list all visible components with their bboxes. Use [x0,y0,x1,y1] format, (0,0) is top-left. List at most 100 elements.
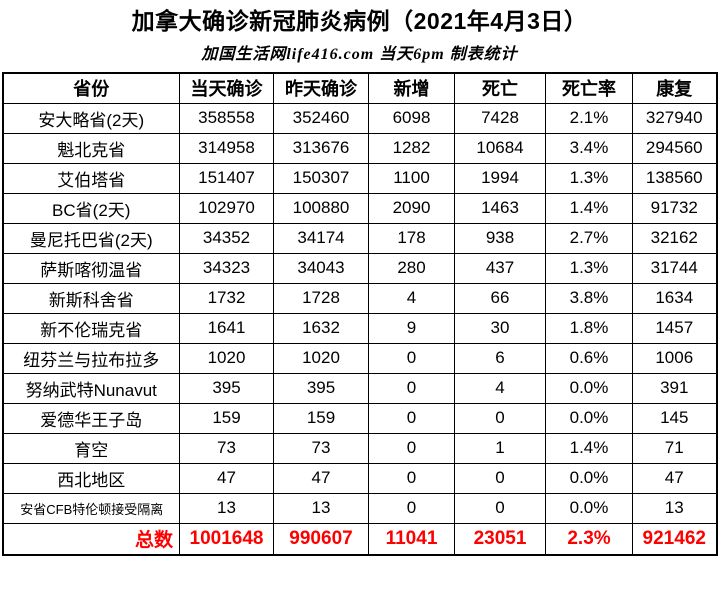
cell-death-rate: 0.0% [545,492,633,524]
cell-province: 新斯科舍省 [2,282,180,314]
cell-deaths: 1463 [454,192,546,224]
table-row: 魁北克省 314958 313676 1282 10684 3.4% 294560 [2,132,717,164]
total-yesterday-confirmed: 990607 [273,522,369,556]
cell-recovered: 47 [632,462,717,494]
cell-recovered: 294560 [632,132,717,164]
total-label: 总数 [2,522,180,556]
cell-today-confirmed: 1020 [179,342,274,374]
col-header-deaths: 死亡 [454,72,546,104]
col-header-death-rate: 死亡率 [545,72,633,104]
cell-yesterday-confirmed: 395 [273,372,369,404]
cell-new-cases: 0 [368,432,455,464]
cell-recovered: 1457 [632,312,717,344]
cell-province: 西北地区 [2,462,180,494]
cell-deaths: 6 [454,342,546,374]
cell-yesterday-confirmed: 1020 [273,342,369,374]
table-row: 新不伦瑞克省 1641 1632 9 30 1.8% 1457 [2,312,717,344]
cell-today-confirmed: 13 [179,492,274,524]
cell-yesterday-confirmed: 100880 [273,192,369,224]
col-header-recovered: 康复 [632,72,717,104]
cell-death-rate: 0.0% [545,402,633,434]
cell-today-confirmed: 1732 [179,282,274,314]
col-header-province: 省份 [2,72,180,104]
col-header-today-confirmed: 当天确诊 [179,72,274,104]
total-death-rate: 2.3% [545,522,633,556]
cell-new-cases: 0 [368,342,455,374]
cell-deaths: 0 [454,402,546,434]
cell-new-cases: 4 [368,282,455,314]
cell-death-rate: 1.3% [545,162,633,194]
cell-deaths: 0 [454,492,546,524]
cell-today-confirmed: 73 [179,432,274,464]
table-row: 纽芬兰与拉布拉多 1020 1020 0 6 0.6% 1006 [2,342,717,374]
cell-province: 育空 [2,432,180,464]
cell-recovered: 1634 [632,282,717,314]
header-row: 省份 当天确诊 昨天确诊 新增 死亡 死亡率 康复 [2,72,717,104]
cell-new-cases: 0 [368,492,455,524]
cell-new-cases: 1100 [368,162,455,194]
cell-deaths: 30 [454,312,546,344]
table-row: 努纳武特Nunavut 395 395 0 4 0.0% 391 [2,372,717,404]
total-recovered: 921462 [632,522,717,556]
cell-yesterday-confirmed: 150307 [273,162,369,194]
cell-yesterday-confirmed: 352460 [273,102,369,134]
cell-death-rate: 1.4% [545,192,633,224]
cell-today-confirmed: 151407 [179,162,274,194]
cell-death-rate: 1.8% [545,312,633,344]
cell-new-cases: 9 [368,312,455,344]
cell-today-confirmed: 314958 [179,132,274,164]
col-header-yesterday-confirmed: 昨天确诊 [273,72,369,104]
cell-yesterday-confirmed: 1632 [273,312,369,344]
cell-province: BC省(2天) [2,192,180,224]
table-body: 安大略省(2天) 358558 352460 6098 7428 2.1% 327940 魁北… [2,102,717,556]
cell-province: 艾伯塔省 [2,162,180,194]
total-row: 总数 1001648 990607 11041 23051 2.3% 921462 [2,522,717,556]
cell-today-confirmed: 159 [179,402,274,434]
cell-today-confirmed: 34352 [179,222,274,254]
cell-recovered: 1006 [632,342,717,374]
cell-deaths: 437 [454,252,546,284]
cell-death-rate: 3.8% [545,282,633,314]
covid-stats-page: 加拿大确诊新冠肺炎病例（2021年4月3日） 加国生活网life416.com … [0,6,719,590]
cell-death-rate: 1.4% [545,432,633,464]
cell-death-rate: 0.0% [545,372,633,404]
cell-yesterday-confirmed: 34174 [273,222,369,254]
cell-deaths: 4 [454,372,546,404]
cell-deaths: 1994 [454,162,546,194]
cell-deaths: 10684 [454,132,546,164]
cell-new-cases: 1282 [368,132,455,164]
cell-province: 努纳武特Nunavut [2,372,180,404]
total-new-cases: 11041 [368,522,455,556]
cell-death-rate: 2.7% [545,222,633,254]
table-row: 安大略省(2天) 358558 352460 6098 7428 2.1% 327940 [2,102,717,134]
cell-province: 安大略省(2天) [2,102,180,134]
cell-death-rate: 1.3% [545,252,633,284]
cell-new-cases: 0 [368,372,455,404]
col-header-new-cases: 新增 [368,72,455,104]
cell-province: 安省CFB特伦顿接受隔离 [2,492,180,524]
cell-recovered: 71 [632,432,717,464]
table-row: 西北地区 47 47 0 0 0.0% 47 [2,462,717,494]
cell-death-rate: 2.1% [545,102,633,134]
page-title: 加拿大确诊新冠肺炎病例（2021年4月3日） [131,8,588,34]
total-deaths: 23051 [454,522,546,556]
table-row: 萨斯喀彻温省 34323 34043 280 437 1.3% 31744 [2,252,717,284]
cell-province: 曼尼托巴省(2天) [2,222,180,254]
cell-today-confirmed: 395 [179,372,274,404]
cell-deaths: 66 [454,282,546,314]
cell-yesterday-confirmed: 73 [273,432,369,464]
table-row: BC省(2天) 102970 100880 2090 1463 1.4% 91732 [2,192,717,224]
cell-death-rate: 0.6% [545,342,633,374]
cell-province: 爱德华王子岛 [2,402,180,434]
cell-new-cases: 6098 [368,102,455,134]
cell-deaths: 0 [454,462,546,494]
total-today-confirmed: 1001648 [179,522,274,556]
cell-recovered: 13 [632,492,717,524]
cell-today-confirmed: 34323 [179,252,274,284]
table-row: 爱德华王子岛 159 159 0 0 0.0% 145 [2,402,717,434]
cell-death-rate: 3.4% [545,132,633,164]
table-header: 省份 当天确诊 昨天确诊 新增 死亡 死亡率 康复 [2,72,717,104]
cell-deaths: 7428 [454,102,546,134]
cell-new-cases: 0 [368,402,455,434]
cell-new-cases: 178 [368,222,455,254]
